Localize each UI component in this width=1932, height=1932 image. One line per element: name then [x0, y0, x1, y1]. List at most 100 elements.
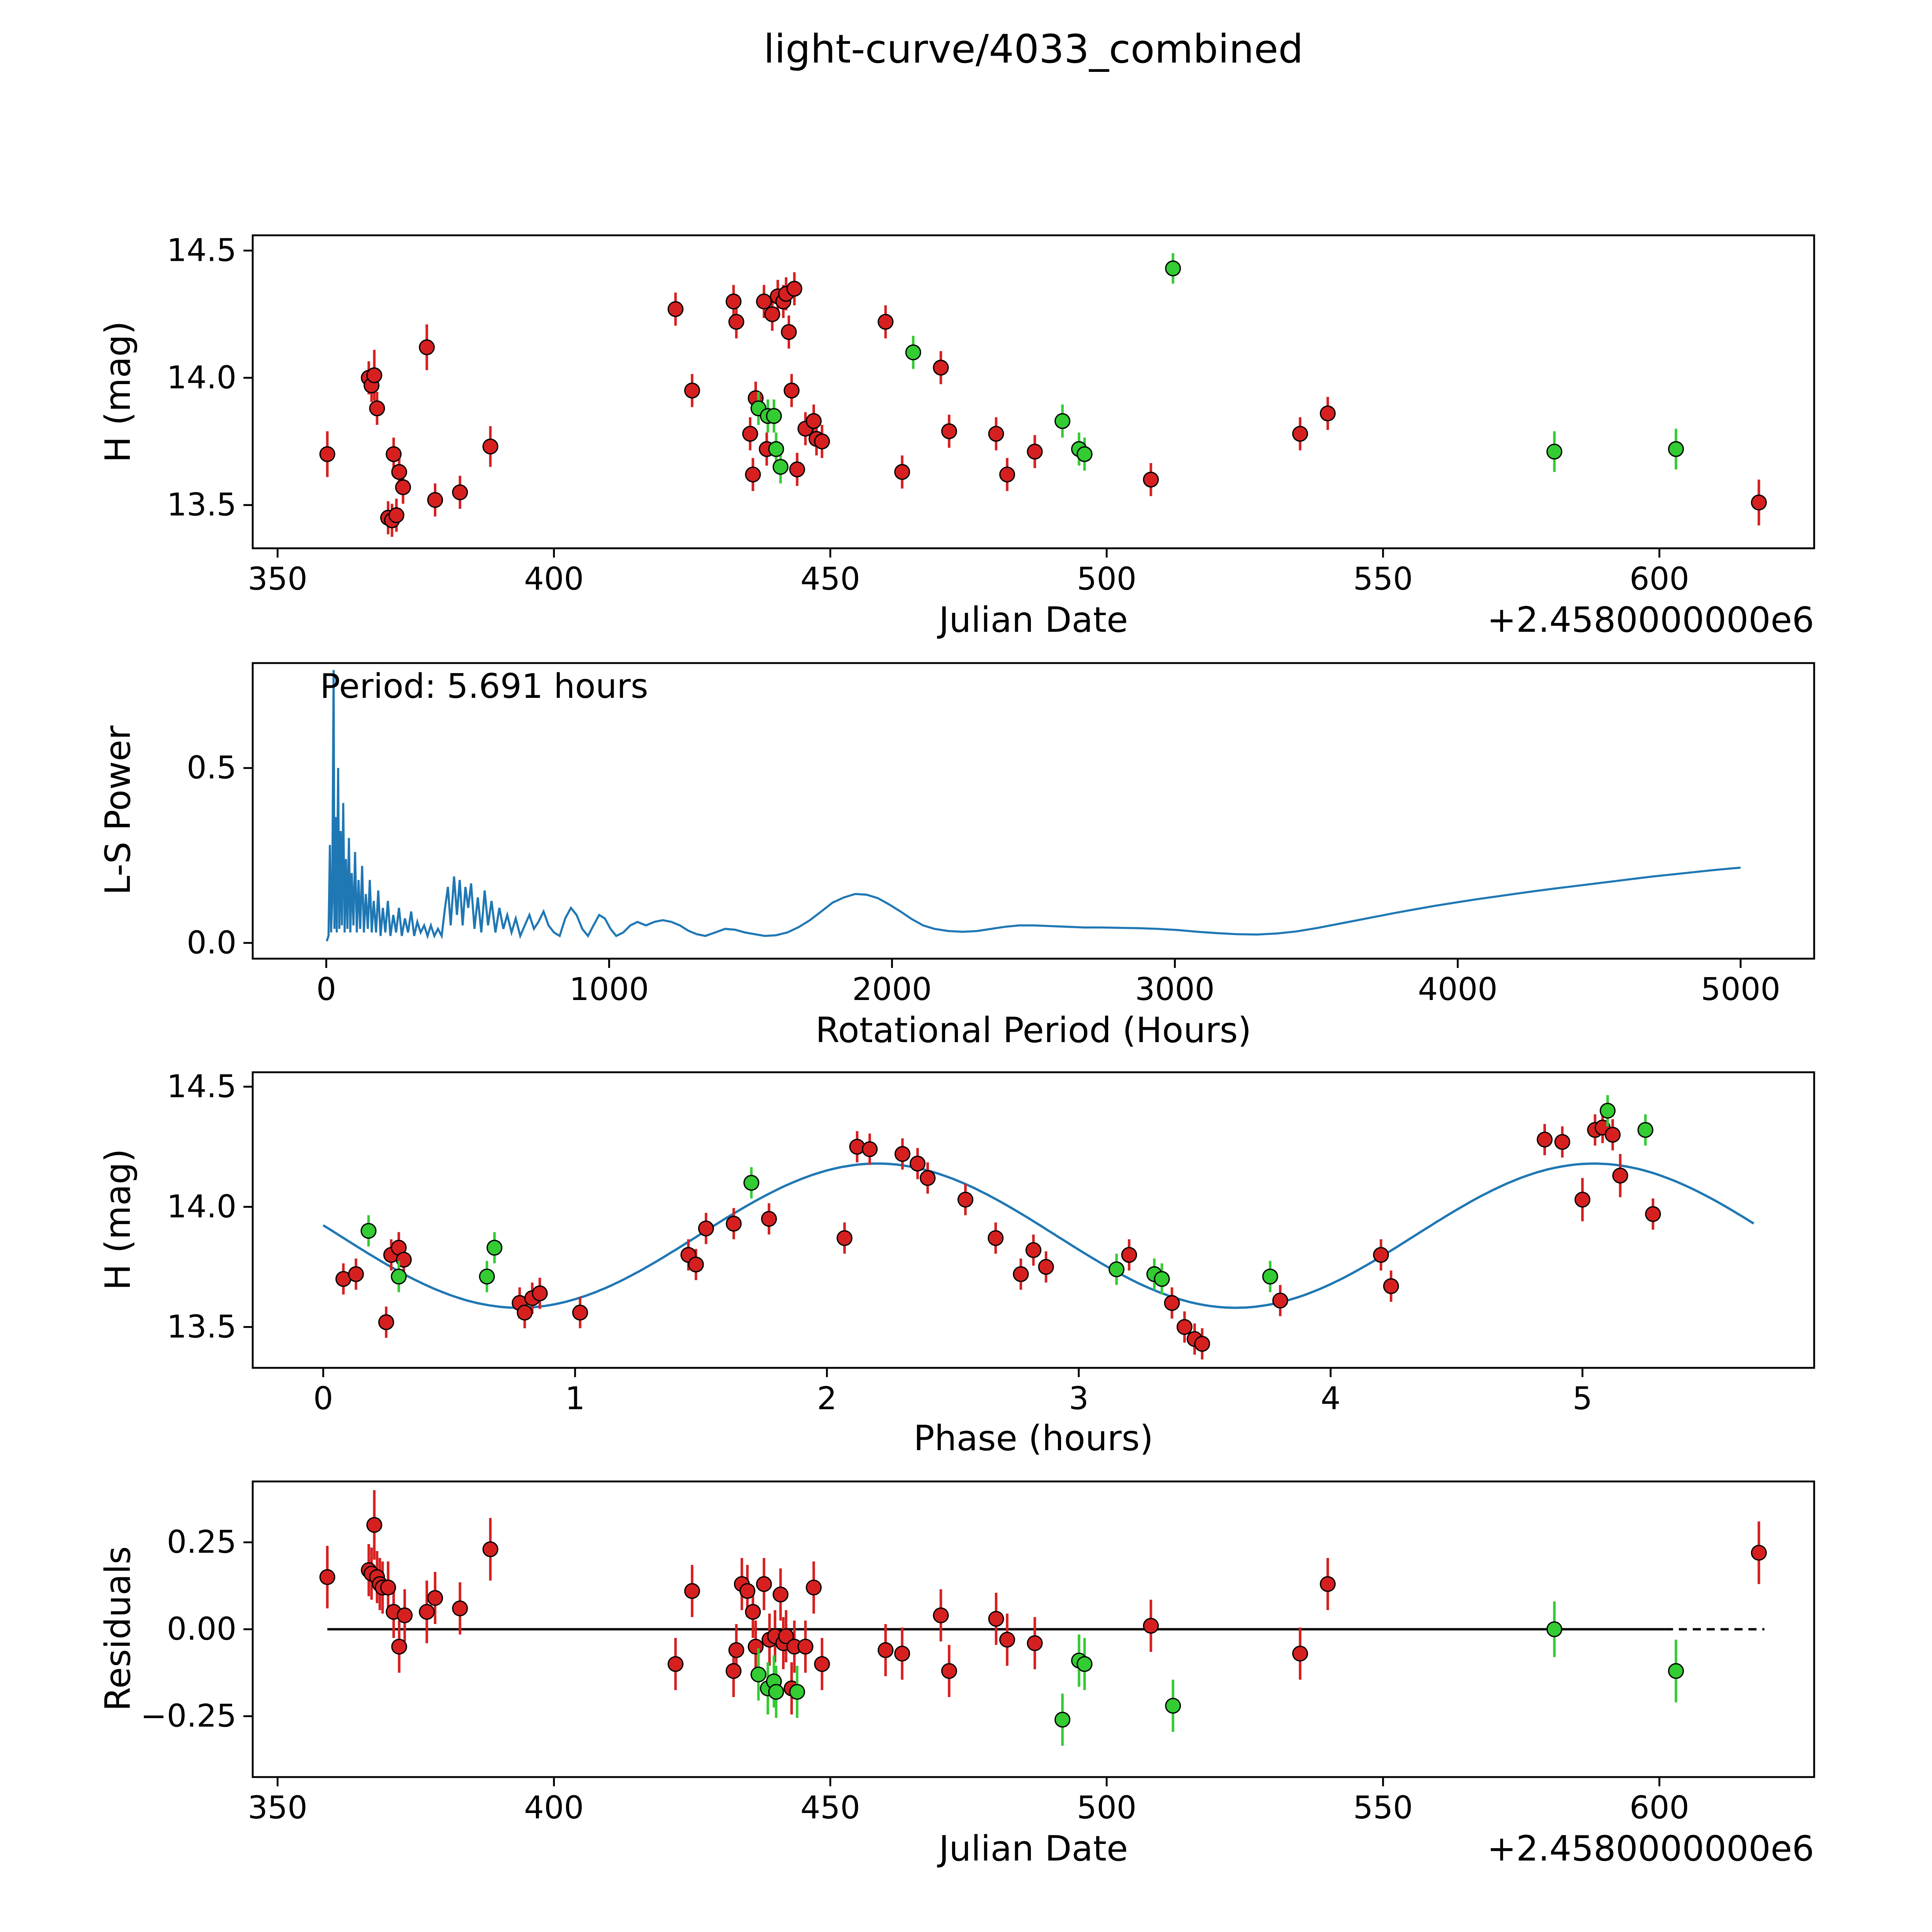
data-point-red — [319, 446, 335, 462]
x-tick-label: 600 — [1629, 1790, 1689, 1826]
data-point-red — [728, 314, 745, 330]
data-point-red — [1751, 1544, 1767, 1561]
data-point-red — [941, 423, 957, 439]
data-point-red — [1025, 1242, 1042, 1258]
data-point-red — [1292, 1645, 1308, 1662]
y-tick-label: 0.25 — [167, 1524, 236, 1561]
data-point-red — [764, 306, 781, 322]
data-point-red — [814, 433, 830, 449]
y-tick-label: 13.5 — [167, 1309, 236, 1345]
data-point-red — [1605, 1127, 1621, 1143]
axes-spine — [252, 662, 1815, 960]
data-point-green — [1154, 1271, 1170, 1287]
data-point-red — [988, 426, 1004, 442]
data-point-green — [479, 1269, 495, 1285]
data-point-red — [684, 383, 700, 399]
data-point-green — [1599, 1102, 1616, 1119]
data-point-green — [768, 1684, 784, 1700]
x-tick-label: 2000 — [852, 971, 932, 1008]
data-point-green — [1054, 413, 1071, 429]
data-point-red — [572, 1304, 588, 1321]
data-point-red — [1027, 1635, 1043, 1651]
data-point-red — [395, 479, 411, 495]
data-point-red — [756, 293, 772, 310]
y-tick-label: −0.25 — [141, 1698, 236, 1735]
data-point-red — [920, 1170, 936, 1186]
data-point-red — [396, 1607, 413, 1624]
data-point-red — [667, 1656, 684, 1672]
data-point-red — [386, 446, 402, 462]
data-point-red — [482, 1541, 498, 1558]
panel3-ylabel: H (mag) — [99, 1148, 139, 1291]
x-tick-label: 600 — [1629, 561, 1689, 597]
panel2-ylabel: L-S Power — [99, 725, 139, 895]
data-point-red — [761, 1211, 777, 1227]
data-point-red — [688, 1257, 704, 1273]
data-point-red — [1751, 494, 1767, 511]
data-point-red — [369, 400, 385, 417]
data-point-red — [988, 1611, 1004, 1627]
y-tick-label: 0.00 — [167, 1611, 236, 1648]
green-points — [750, 1601, 1684, 1746]
y-tick-label: 0.0 — [187, 925, 236, 961]
data-point-red — [894, 464, 910, 480]
data-point-green — [1262, 1269, 1278, 1285]
periodogram-line — [326, 670, 1741, 942]
data-point-red — [781, 324, 797, 340]
data-point-red — [745, 1604, 761, 1620]
x-tick-label: 500 — [1077, 1790, 1137, 1826]
data-point-red — [1292, 426, 1308, 442]
y-tick-label: 14.5 — [167, 1068, 236, 1105]
green-points — [361, 1095, 1653, 1295]
data-point-green — [1054, 1711, 1071, 1728]
data-point-green — [1077, 446, 1093, 462]
panel-residuals: 350 400 450 500 550 600 −0.25 0.00 0.25 — [141, 1480, 1815, 1826]
x-tick-label: 0 — [313, 1381, 333, 1417]
x-tick-label: 450 — [801, 1790, 861, 1826]
data-point-red — [786, 281, 803, 297]
data-point-red — [452, 1600, 468, 1617]
x-tick-label: 1000 — [569, 971, 649, 1008]
data-point-red — [1143, 1617, 1159, 1634]
panel4-ylabel: Residuals — [99, 1546, 139, 1711]
data-point-red — [1537, 1131, 1553, 1148]
data-point-red — [391, 464, 407, 480]
data-point-green — [361, 1223, 377, 1239]
data-point-red — [784, 383, 800, 399]
data-point-red — [1121, 1247, 1137, 1263]
panel1-x-offset-text: +2.4580000000e6 — [1487, 600, 1814, 641]
data-point-red — [1177, 1319, 1193, 1335]
data-point-green — [1546, 1621, 1563, 1638]
data-point-red — [419, 1604, 435, 1620]
x-tick-label: 400 — [524, 1790, 584, 1826]
data-point-green — [1668, 1663, 1684, 1679]
data-point-red — [427, 1590, 443, 1606]
data-point-red — [1027, 444, 1043, 460]
panel4-xlabel: Julian Date — [939, 1829, 1128, 1870]
data-point-green — [743, 1175, 760, 1191]
data-point-red — [910, 1155, 926, 1172]
data-point-red — [941, 1663, 957, 1679]
data-point-red — [452, 484, 468, 500]
data-point-red — [1164, 1295, 1180, 1311]
y-tick-label: 0.5 — [187, 750, 236, 786]
data-point-red — [933, 359, 949, 376]
data-point-green — [1165, 260, 1181, 277]
data-point-red — [319, 1569, 335, 1585]
data-point-red — [396, 1252, 412, 1268]
data-point-red — [1143, 471, 1159, 488]
data-point-red — [999, 1631, 1015, 1648]
data-point-red — [1194, 1336, 1210, 1352]
data-point-green — [1668, 441, 1684, 457]
red-points — [319, 1490, 1767, 1714]
figure-title: light-curve/4033_combined — [764, 27, 1303, 73]
data-point-red — [725, 293, 742, 310]
x-tick-label: 0 — [316, 971, 337, 1008]
x-tick-label: 5 — [1573, 1381, 1593, 1417]
panel1-xlabel: Julian Date — [939, 600, 1128, 641]
data-point-red — [814, 1656, 830, 1672]
data-point-green — [905, 344, 921, 361]
data-point-red — [366, 1517, 383, 1533]
data-point-red — [1645, 1206, 1661, 1222]
